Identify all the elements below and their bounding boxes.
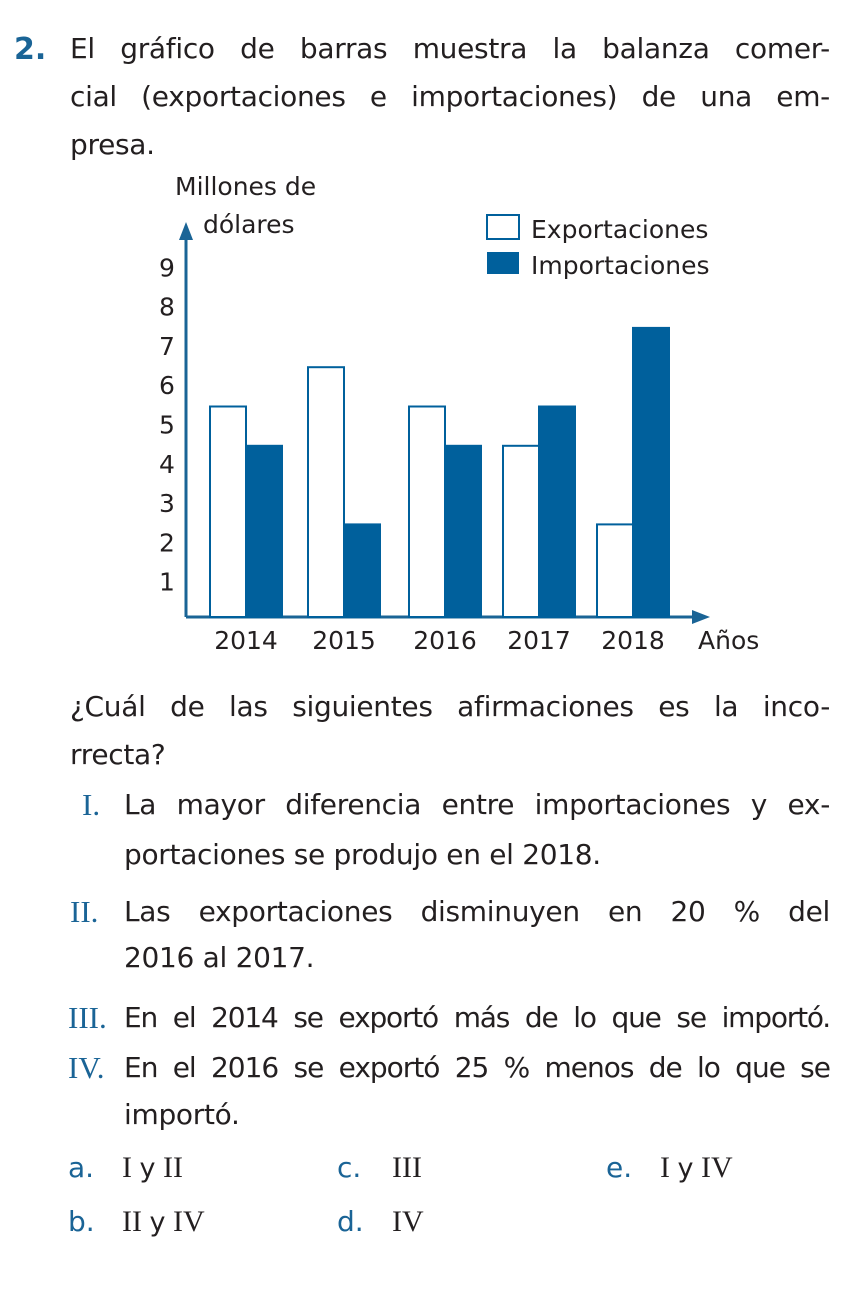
- bar-importaciones-2014: [245, 444, 283, 618]
- bar-importaciones-2017: [538, 405, 576, 618]
- option-letter: b.: [68, 1205, 95, 1238]
- statement-text: 2016 al 2017.: [124, 941, 315, 974]
- bar-exportaciones-2018: [596, 523, 634, 619]
- x-axis-label: Años: [698, 626, 759, 655]
- x-tick-label: 2018: [601, 626, 665, 655]
- statement-text: portaciones se produjo en el 2018.: [124, 838, 601, 871]
- statement-numeral: IV.: [68, 1050, 105, 1085]
- statement-text: Las exportaciones disminuyen en 20 % del: [124, 895, 830, 928]
- y-axis-label: dólares: [203, 210, 295, 239]
- option-letter: d.: [337, 1205, 364, 1238]
- legend-swatch-exportaciones: [486, 214, 520, 240]
- x-tick-label: 2015: [312, 626, 376, 655]
- statement-line: El gráfico de barras muestra la balanza …: [70, 32, 830, 65]
- option-text: I y IV: [660, 1151, 733, 1184]
- x-tick-label: 2014: [214, 626, 278, 655]
- y-tick-label: 6: [159, 371, 175, 400]
- y-tick-label: 9: [159, 253, 175, 282]
- option-text: I y II: [122, 1151, 183, 1184]
- y-tick-label: 5: [159, 411, 175, 440]
- statement-numeral: II.: [70, 894, 99, 929]
- statement-text: importó.: [124, 1098, 240, 1131]
- statement-line: presa.: [70, 128, 155, 161]
- statement-numeral: III.: [68, 1000, 107, 1035]
- y-tick-label: 1: [159, 568, 175, 597]
- statement-text: La mayor diferencia entre importaciones …: [124, 788, 830, 821]
- y-tick-label: 8: [159, 293, 175, 322]
- statement-text: En el 2014 se exportó más de lo que se i…: [124, 1001, 831, 1034]
- x-tick-label: 2017: [507, 626, 571, 655]
- x-axis-arrow-icon: [692, 610, 710, 624]
- legend-label-exportaciones: Exportaciones: [531, 215, 708, 244]
- bar-exportaciones-2015: [307, 366, 345, 619]
- option-letter: a.: [68, 1151, 95, 1184]
- y-tick-label: 7: [159, 332, 175, 361]
- x-tick-label: 2016: [413, 626, 477, 655]
- y-axis-arrow-icon: [179, 222, 193, 240]
- option-text: II y IV: [122, 1205, 205, 1238]
- problem-number: 2.: [14, 32, 47, 67]
- bar-chart: Millones de dólares Años 1 2 3 4 5 6 7 8 9 2014 2…: [159, 172, 759, 655]
- bar-importaciones-2015: [343, 523, 381, 619]
- question-line: ¿Cuál de las siguientes afirmaciones es …: [70, 690, 830, 723]
- bar-exportaciones-2016: [408, 405, 446, 618]
- y-axis-label: Millones de: [175, 172, 316, 201]
- option-text: IV: [392, 1205, 424, 1238]
- bar-exportaciones-2017: [502, 444, 540, 618]
- statement-numeral: I.: [82, 787, 101, 822]
- y-tick-label: 4: [159, 450, 175, 479]
- option-text: III: [392, 1151, 422, 1184]
- legend-label-importaciones: Importaciones: [531, 251, 710, 280]
- statement-text: En el 2016 se exportó 25 % menos de lo q…: [124, 1051, 831, 1084]
- option-letter: c.: [337, 1151, 362, 1184]
- y-tick-label: 2: [159, 528, 175, 557]
- legend-swatch-importaciones: [487, 252, 519, 274]
- bar-exportaciones-2014: [209, 405, 247, 618]
- bar-importaciones-2018: [632, 326, 670, 618]
- statement-line: cial (exportaciones e importaciones) de …: [70, 80, 830, 113]
- option-letter: e.: [606, 1151, 633, 1184]
- question-line: rrecta?: [70, 738, 166, 771]
- bar-importaciones-2016: [444, 444, 482, 618]
- y-tick-label: 3: [159, 489, 175, 518]
